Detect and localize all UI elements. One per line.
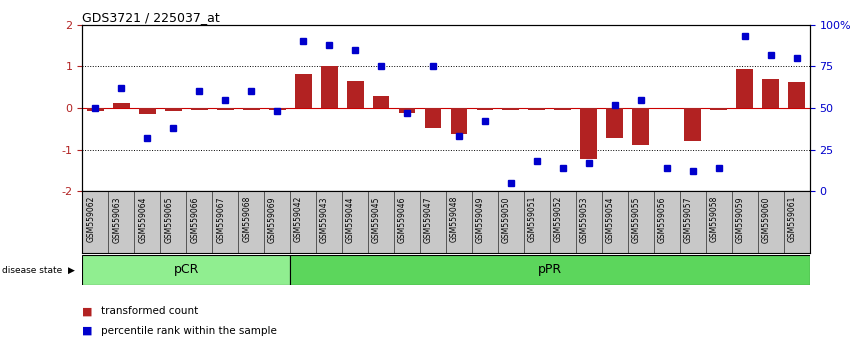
Text: pCR: pCR <box>173 263 199 276</box>
Text: GSM559057: GSM559057 <box>684 196 693 242</box>
Text: GSM559050: GSM559050 <box>502 196 511 242</box>
Bar <box>476 108 494 110</box>
Bar <box>684 108 701 141</box>
Bar <box>528 108 546 110</box>
Bar <box>113 103 130 108</box>
Text: GSM559064: GSM559064 <box>139 196 147 242</box>
Bar <box>632 108 650 144</box>
Text: GSM559053: GSM559053 <box>580 196 589 242</box>
Bar <box>290 255 810 285</box>
Text: GSM559066: GSM559066 <box>191 196 199 242</box>
Text: GSM559060: GSM559060 <box>762 196 771 242</box>
Bar <box>398 108 416 113</box>
Bar <box>450 108 468 134</box>
Bar <box>372 96 390 108</box>
Text: GSM559049: GSM559049 <box>476 196 485 242</box>
Bar <box>762 79 779 108</box>
Bar <box>139 108 156 114</box>
Bar <box>502 108 520 110</box>
Text: ■: ■ <box>82 326 93 336</box>
Text: GSM559054: GSM559054 <box>606 196 615 242</box>
Bar <box>268 108 286 110</box>
Text: GSM559056: GSM559056 <box>658 196 667 242</box>
Text: GSM559055: GSM559055 <box>632 196 641 242</box>
Bar <box>554 108 572 110</box>
Bar <box>346 81 364 108</box>
Bar <box>216 108 234 110</box>
Text: GSM559051: GSM559051 <box>528 196 537 242</box>
Bar <box>82 255 290 285</box>
Bar <box>424 108 442 128</box>
Text: transformed count: transformed count <box>101 306 198 316</box>
Text: GSM559062: GSM559062 <box>87 196 95 242</box>
Bar <box>580 108 598 159</box>
Bar <box>606 108 624 138</box>
Bar <box>320 65 338 108</box>
Text: GSM559063: GSM559063 <box>113 196 121 242</box>
Text: GSM559065: GSM559065 <box>165 196 173 242</box>
Text: GSM559069: GSM559069 <box>268 196 277 242</box>
Bar <box>736 69 753 108</box>
Text: ■: ■ <box>82 306 93 316</box>
Text: percentile rank within the sample: percentile rank within the sample <box>101 326 277 336</box>
Bar <box>87 108 104 111</box>
Text: GSM559058: GSM559058 <box>710 196 719 242</box>
Bar <box>191 108 208 110</box>
Text: pPR: pPR <box>538 263 562 276</box>
Text: GSM559068: GSM559068 <box>242 196 251 242</box>
Text: GSM559061: GSM559061 <box>788 196 797 242</box>
Bar <box>294 74 312 108</box>
Text: GDS3721 / 225037_at: GDS3721 / 225037_at <box>82 11 220 24</box>
Bar <box>788 82 805 108</box>
Bar <box>710 108 727 110</box>
Text: GSM559047: GSM559047 <box>424 196 433 242</box>
Text: GSM559044: GSM559044 <box>346 196 355 242</box>
Bar <box>242 108 260 110</box>
Text: GSM559043: GSM559043 <box>320 196 329 242</box>
Text: GSM559059: GSM559059 <box>736 196 745 242</box>
Text: GSM559046: GSM559046 <box>398 196 407 242</box>
Text: GSM559067: GSM559067 <box>216 196 225 242</box>
Text: GSM559048: GSM559048 <box>450 196 459 242</box>
Bar <box>165 108 182 111</box>
Text: disease state  ▶: disease state ▶ <box>2 266 74 274</box>
Text: GSM559045: GSM559045 <box>372 196 381 242</box>
Text: GSM559042: GSM559042 <box>294 196 303 242</box>
Text: GSM559052: GSM559052 <box>554 196 563 242</box>
